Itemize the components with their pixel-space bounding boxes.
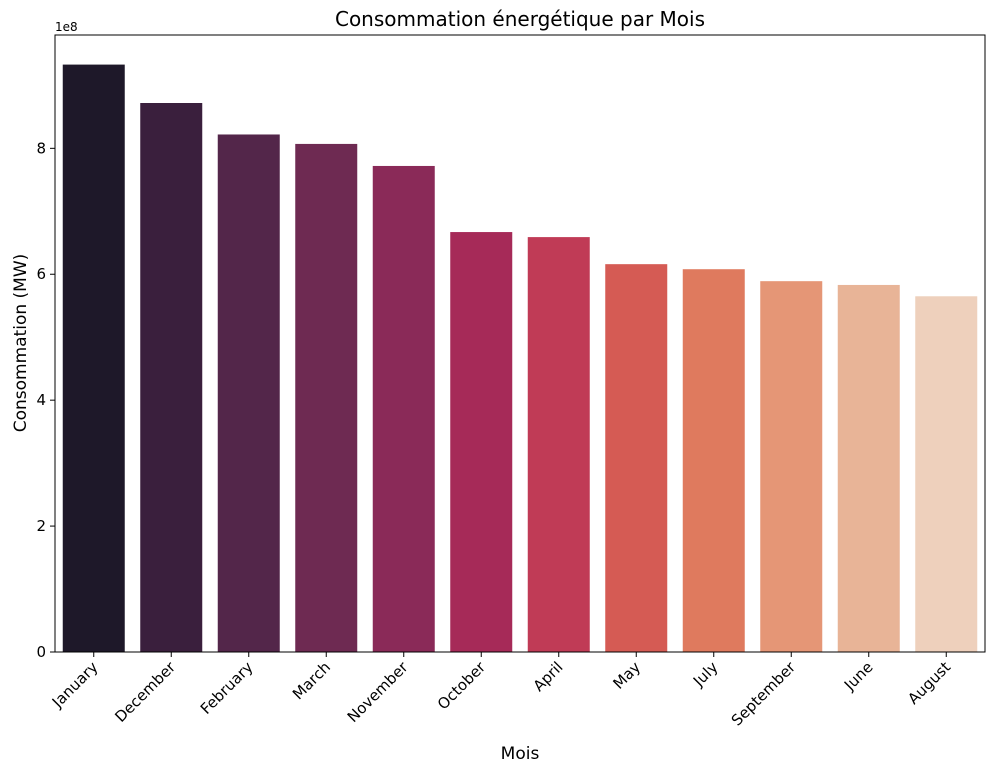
y-tick-label: 8 xyxy=(36,139,46,157)
chart-title: Consommation énergétique par Mois xyxy=(335,7,705,31)
bar-march xyxy=(295,143,358,653)
y-axis-label: Consommation (MW) xyxy=(11,254,31,433)
y-tick-label: 4 xyxy=(36,391,46,409)
x-tick-label: July xyxy=(689,658,722,691)
x-axis-label: Mois xyxy=(501,744,540,764)
x-tick-label: March xyxy=(289,658,334,703)
x-tick-label: April xyxy=(530,658,567,695)
y-tick-label: 0 xyxy=(36,643,46,661)
bar-february xyxy=(217,134,280,653)
x-tick-label: May xyxy=(609,658,644,693)
bar-november xyxy=(372,165,435,652)
bar-december xyxy=(140,103,203,652)
bar-october xyxy=(450,232,513,652)
x-tick-label: January xyxy=(48,658,102,712)
bar-june xyxy=(837,284,900,652)
bar-january xyxy=(62,64,125,653)
bar-may xyxy=(605,264,668,652)
y-axis-offset-label: 1e8 xyxy=(55,20,78,34)
x-tick-label: September xyxy=(728,658,800,730)
y-ticks-group: 0 2 4 6 8 xyxy=(36,139,55,661)
x-tick-label: October xyxy=(434,658,490,714)
bar-september xyxy=(760,281,823,652)
bars-group xyxy=(62,64,978,653)
y-tick-label: 2 xyxy=(36,517,46,535)
x-tick-label: August xyxy=(904,658,954,708)
x-ticks-group: January December February March November Octo… xyxy=(48,652,954,729)
x-tick-label: December xyxy=(111,658,179,726)
bar-april xyxy=(527,237,590,652)
x-tick-label: November xyxy=(344,658,412,726)
x-tick-label: February xyxy=(197,658,257,718)
plot-frame xyxy=(54,34,986,653)
bar-august xyxy=(915,296,978,652)
x-tick-label: June xyxy=(840,658,877,695)
bar-july xyxy=(682,269,745,652)
y-tick-label: 6 xyxy=(36,265,46,283)
